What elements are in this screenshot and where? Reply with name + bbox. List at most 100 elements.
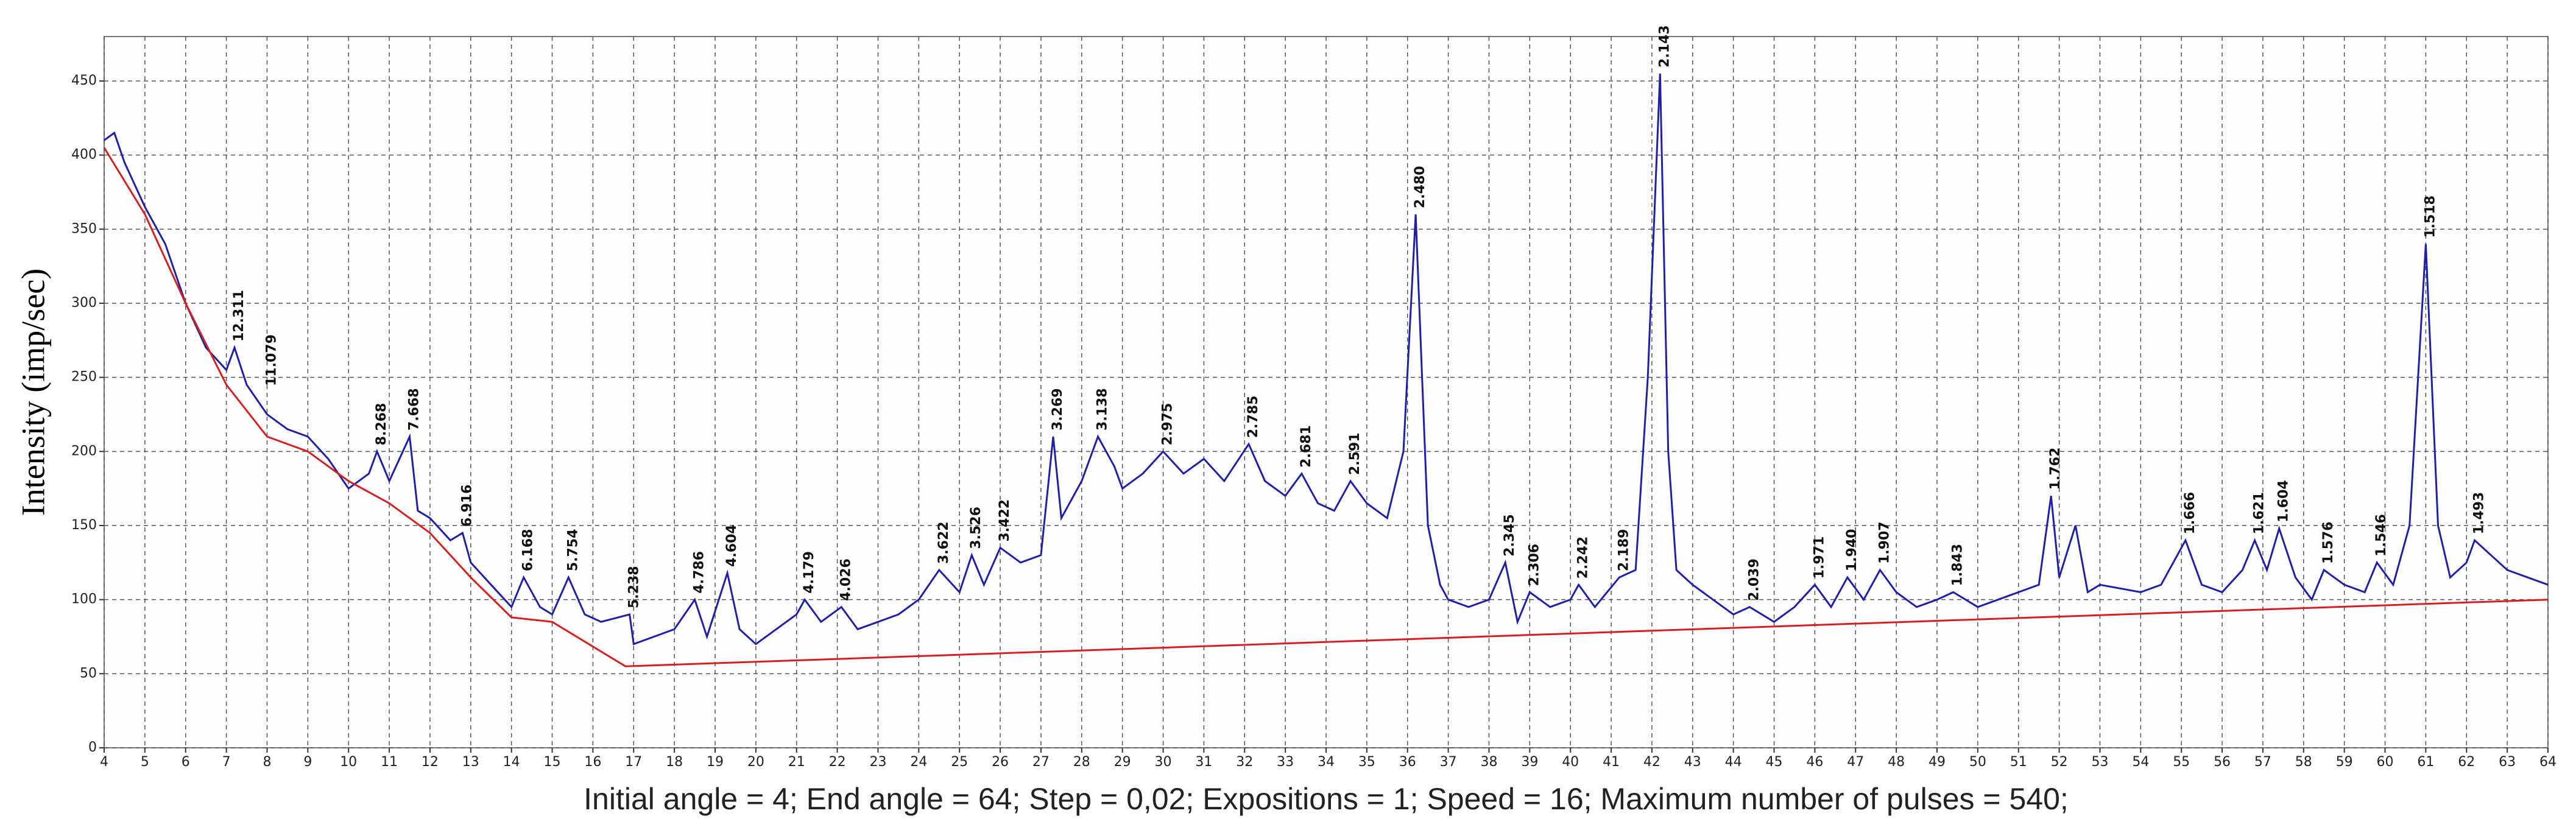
x-tick-label: 28 [1073,754,1090,770]
x-tick-label: 7 [222,754,231,770]
x-tick-label: 57 [2254,754,2271,770]
x-tick-label: 51 [2010,754,2027,770]
x-tick-label: 6 [182,754,190,770]
x-tick-label: 54 [2132,754,2149,770]
x-tick-label: 39 [1521,754,1538,770]
peak-label: 6.168 [521,529,536,572]
peak-label: 3.269 [1050,388,1065,431]
y-tick-label: 250 [71,370,97,385]
x-tick-label: 16 [584,754,601,770]
x-tick-label: 5 [141,754,149,770]
y-tick-label: 200 [71,443,97,459]
x-tick-label: 55 [2173,754,2190,770]
y-axis-label: Intensity (imp/sec) [15,269,51,516]
y-tick-label: 400 [71,147,97,163]
x-tick-label: 40 [1562,754,1579,770]
peak-label: 4.786 [692,551,707,594]
peak-label: 1.518 [2422,195,2438,238]
x-tick-label: 50 [1969,754,1986,770]
x-tick-label: 9 [303,754,312,770]
y-tick-label: 150 [71,518,97,533]
x-tick-label: 48 [1888,754,1905,770]
peak-label: 1.493 [2472,492,2487,535]
x-tick-label: 43 [1684,754,1701,770]
x-tick-label: 33 [1277,754,1294,770]
peak-label: 2.306 [1526,544,1542,586]
peak-label: 12.311 [231,290,247,342]
x-tick-label: 46 [1806,754,1823,770]
peak-label: 1.546 [2374,514,2389,557]
peak-label: 3.422 [997,499,1012,542]
x-tick-label: 61 [2417,754,2434,770]
x-tick-label: 52 [2051,754,2068,770]
peak-label: 2.143 [1657,25,1672,68]
peak-label: 1.621 [2252,492,2267,535]
x-tick-label: 31 [1195,754,1212,770]
y-tick-label: 0 [88,740,97,755]
peak-label: 4.026 [838,558,853,601]
x-tick-label: 41 [1603,754,1620,770]
peak-label: 1.940 [1844,529,1860,572]
y-tick-label: 50 [80,666,97,681]
peak-label: 1.907 [1877,521,1892,564]
y-tick-label: 100 [71,592,97,607]
x-tick-label: 62 [2458,754,2475,770]
data-line [104,73,2549,645]
x-tick-label: 37 [1440,754,1457,770]
peak-label: 4.604 [724,524,739,567]
x-tick-label: 22 [829,754,846,770]
peak-label: 2.345 [1502,514,1517,557]
x-tick-label: 12 [422,754,439,770]
peak-label: 2.975 [1160,403,1176,446]
data-line [103,147,2549,667]
peak-label: 7.668 [407,388,422,431]
x-tick-label: 53 [2091,754,2108,770]
x-tick-label: 29 [1114,754,1131,770]
x-tick-label: 23 [869,754,886,770]
x-tick-label: 64 [2539,754,2557,770]
peak-label: 2.480 [1413,166,1428,208]
x-tick-label: 59 [2336,754,2353,770]
y-tick-label: 450 [71,73,97,88]
x-tick-label: 24 [910,754,927,770]
caption: Initial angle = 4; End angle = 64; Step … [584,782,2069,816]
peak-label: 2.591 [1347,432,1363,475]
peak-label: 1.762 [2048,448,2063,490]
x-tick-label: 36 [1399,754,1416,770]
x-tick-label: 13 [462,754,479,770]
peak-label: 1.666 [2183,492,2198,535]
x-tick-label: 60 [2377,754,2394,770]
x-tick-label: 32 [1236,754,1253,770]
x-tick-label: 20 [747,754,764,770]
x-tick-label: 45 [1766,754,1783,770]
y-tick-label: 300 [71,295,97,311]
x-tick-label: 25 [951,754,968,770]
x-tick-label: 44 [1725,754,1742,770]
x-tick-label: 26 [992,754,1009,770]
peak-label: 1.971 [1812,536,1827,579]
peak-label: 3.138 [1095,388,1110,431]
peak-label: 8.268 [374,403,389,446]
x-tick-label: 10 [340,754,357,770]
x-tick-label: 30 [1155,754,1172,770]
x-tick-label: 38 [1480,754,1497,770]
peak-label: 3.526 [969,507,984,549]
x-tick-label: 8 [263,754,271,770]
x-tick-label: 21 [788,754,805,770]
peak-label: 2.039 [1746,558,1762,601]
x-tick-label: 19 [707,754,724,770]
peak-label: 1.843 [1950,544,1966,586]
x-tick-label: 49 [1928,754,1946,770]
x-tick-label: 35 [1358,754,1375,770]
peak-label: 1.576 [2321,521,2336,564]
x-tick-label: 4 [100,754,108,770]
peak-label: 5.238 [627,566,642,608]
peak-label: 2.681 [1299,425,1314,468]
peak-label: 2.189 [1616,529,1631,572]
y-tick-label: 350 [71,221,97,236]
peak-label: 4.179 [802,551,817,594]
peak-label: 2.242 [1576,536,1591,579]
x-tick-label: 47 [1847,754,1864,770]
x-tick-label: 42 [1643,754,1660,770]
